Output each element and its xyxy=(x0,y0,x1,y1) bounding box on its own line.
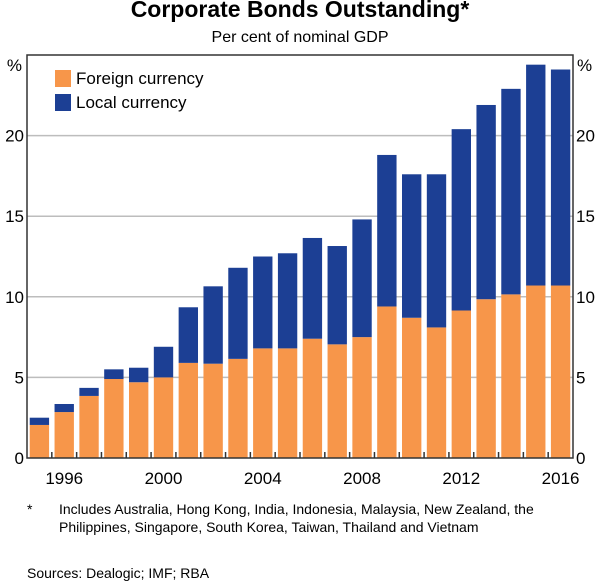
bar-local-2011 xyxy=(426,174,447,328)
bar-local-2001 xyxy=(178,307,198,363)
legend-label-local: Local currency xyxy=(76,93,187,112)
footnote-marker: * xyxy=(27,501,33,517)
bar-foreign-2016 xyxy=(550,285,571,458)
x-tick-label-2016: 2016 xyxy=(542,469,580,488)
x-tick-label-2004: 2004 xyxy=(244,469,282,488)
bar-foreign-1998 xyxy=(104,379,124,458)
plot-frame xyxy=(26,54,574,459)
y-tick-label-left: 5 xyxy=(15,368,24,387)
bar-foreign-2004 xyxy=(253,348,273,458)
bar-local-2008 xyxy=(352,219,372,338)
bar-local-2013 xyxy=(476,104,496,300)
bar-foreign-1997 xyxy=(79,395,99,458)
chart-title: Corporate Bonds Outstanding* xyxy=(130,0,470,22)
bar-local-1997 xyxy=(79,387,99,396)
bar-local-2015 xyxy=(526,64,546,286)
legend-swatch-local xyxy=(55,94,71,111)
bar-local-1996 xyxy=(54,403,74,413)
bar-local-1999 xyxy=(129,367,149,383)
bar-foreign-2015 xyxy=(526,285,546,458)
stacked-bar-chart: 0 0 5 5 10 10 15 15 20 20% % 1996 2000 2004 2008 2012 20… xyxy=(5,54,595,488)
chart-subtitle: Per cent of nominal GDP xyxy=(211,29,389,46)
y-axis-unit-left: % xyxy=(7,56,22,75)
bar-local-2016 xyxy=(550,69,571,286)
bar-local-2014 xyxy=(501,88,521,295)
bar-foreign-2005 xyxy=(277,348,298,458)
bar-local-2004 xyxy=(253,256,273,349)
bar-local-1995 xyxy=(29,417,50,425)
bar-foreign-2006 xyxy=(302,338,323,458)
y-tick-label-left: 15 xyxy=(5,207,24,226)
footnote-text: Includes Australia, Hong Kong, India, In… xyxy=(59,501,534,535)
y-tick-label-right: 5 xyxy=(576,368,585,387)
bar-foreign-1995 xyxy=(29,424,50,458)
sources: Sources: Dealogic; IMF; RBA xyxy=(27,565,210,581)
bar-foreign-2007 xyxy=(327,344,347,458)
y-tick-label-right: 0 xyxy=(576,449,585,468)
bar-foreign-2012 xyxy=(451,310,471,458)
bar-local-2006 xyxy=(302,237,323,339)
bar-foreign-2010 xyxy=(402,317,422,458)
y-tick-label-left: 10 xyxy=(5,288,24,307)
y-tick-label-right: 20 xyxy=(576,127,595,146)
footnote: * Includes Australia, Hong Kong, India, … xyxy=(27,500,587,536)
bar-local-2002 xyxy=(203,286,223,364)
x-tick-label-1996: 1996 xyxy=(45,469,83,488)
y-tick-label-left: 20 xyxy=(5,127,24,146)
x-tick-label-2000: 2000 xyxy=(145,469,183,488)
bar-foreign-2009 xyxy=(377,306,397,458)
bar-foreign-1999 xyxy=(129,382,149,458)
y-axis-unit-right: % xyxy=(577,56,592,75)
legend-swatch-foreign xyxy=(55,70,71,87)
bar-foreign-2000 xyxy=(153,377,174,458)
bar-local-2005 xyxy=(277,253,298,349)
bar-local-1998 xyxy=(104,369,124,380)
bar-foreign-2014 xyxy=(501,294,521,458)
bar-local-2010 xyxy=(402,174,422,318)
bar-local-2009 xyxy=(377,154,397,307)
y-tick-label-right: 15 xyxy=(576,207,595,226)
bar-foreign-2011 xyxy=(426,327,447,458)
legend-label-foreign: Foreign currency xyxy=(76,69,204,88)
bar-foreign-2008 xyxy=(352,337,372,458)
bar-foreign-2003 xyxy=(228,358,248,458)
bar-foreign-2001 xyxy=(178,362,198,458)
bar-foreign-1996 xyxy=(54,412,74,458)
bar-foreign-2013 xyxy=(476,299,496,458)
bar-local-2003 xyxy=(228,267,248,359)
bar-local-2007 xyxy=(327,246,347,345)
bar-local-2012 xyxy=(451,129,471,311)
bar-foreign-2002 xyxy=(203,363,223,458)
y-tick-label-right: 10 xyxy=(576,288,595,307)
x-tick-label-2008: 2008 xyxy=(343,469,381,488)
y-tick-label-left: 0 xyxy=(15,449,24,468)
x-tick-label-2012: 2012 xyxy=(442,469,480,488)
bar-local-2000 xyxy=(153,346,174,378)
